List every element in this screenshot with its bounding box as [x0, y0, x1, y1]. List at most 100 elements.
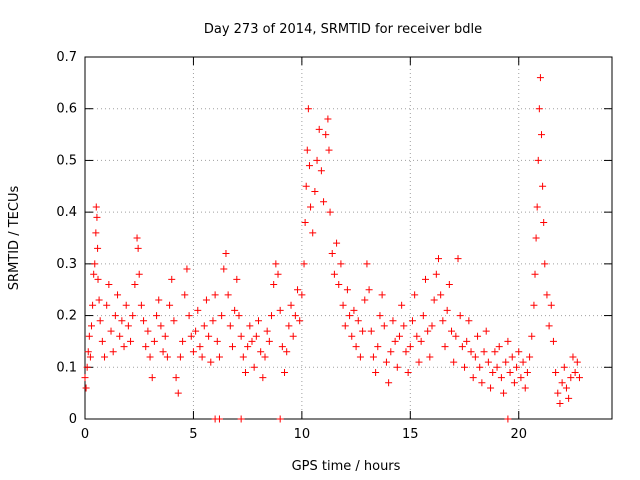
data-point: [363, 260, 371, 268]
data-point: [535, 105, 543, 113]
data-point: [90, 270, 98, 278]
data-point: [333, 239, 341, 247]
data-point: [285, 322, 293, 330]
data-point: [504, 415, 512, 423]
chart-title: Day 273 of 2014, SRMTID for receiver bdl…: [204, 22, 482, 37]
data-point: [374, 343, 382, 351]
data-point: [215, 353, 223, 361]
data-point: [526, 353, 534, 361]
data-point: [92, 203, 100, 211]
data-point: [209, 317, 217, 325]
data-point: [540, 218, 548, 226]
data-point: [421, 275, 429, 283]
data-point: [239, 353, 247, 361]
data-point: [166, 301, 174, 309]
data-point: [84, 348, 92, 356]
data-point: [194, 306, 202, 314]
data-point: [376, 312, 384, 320]
y-tick-label: 0.6: [56, 102, 77, 117]
data-point: [359, 327, 367, 335]
data-point: [94, 244, 102, 252]
data-point: [575, 374, 583, 382]
data-point: [426, 353, 434, 361]
data-point: [170, 317, 178, 325]
data-point: [519, 358, 527, 366]
data-point: [419, 312, 427, 320]
data-point: [192, 327, 200, 335]
data-point: [268, 312, 276, 320]
y-tick-label: 0.4: [56, 205, 77, 220]
data-point: [153, 312, 161, 320]
data-point: [82, 384, 90, 392]
data-point: [369, 353, 377, 361]
data-point: [207, 358, 215, 366]
data-point: [163, 353, 171, 361]
y-tick-label: 0.1: [56, 360, 77, 375]
data-point: [497, 374, 505, 382]
data-point: [552, 368, 560, 376]
data-point: [456, 312, 464, 320]
data-point: [439, 317, 447, 325]
data-point: [181, 291, 189, 299]
y-tick-label: 0.3: [56, 257, 77, 272]
data-point: [274, 270, 282, 278]
data-point: [276, 306, 284, 314]
data-point: [467, 348, 475, 356]
data-point: [114, 291, 122, 299]
data-point: [330, 270, 338, 278]
data-point: [222, 250, 230, 258]
data-point: [235, 312, 243, 320]
data-point: [116, 332, 124, 340]
data-point: [391, 337, 399, 345]
data-point: [500, 389, 508, 397]
data-point: [92, 229, 100, 237]
data-point: [315, 125, 323, 133]
data-point: [309, 229, 317, 237]
data-point: [226, 322, 234, 330]
data-point: [142, 343, 150, 351]
data-point: [533, 203, 541, 211]
data-point: [562, 384, 570, 392]
data-point: [415, 358, 423, 366]
data-point: [393, 363, 401, 371]
data-point: [148, 374, 156, 382]
data-point: [532, 234, 540, 242]
data-point: [246, 322, 254, 330]
data-point: [237, 332, 245, 340]
data-point: [187, 332, 195, 340]
data-point: [105, 281, 113, 289]
data-point: [287, 301, 295, 309]
data-point: [480, 348, 488, 356]
data-point: [356, 353, 364, 361]
data-point: [103, 301, 111, 309]
data-point: [361, 296, 369, 304]
data-point: [296, 317, 304, 325]
data-point: [211, 291, 219, 299]
data-point: [261, 353, 269, 361]
data-point: [83, 363, 91, 371]
data-point: [430, 296, 438, 304]
data-point: [305, 162, 313, 170]
data-point: [237, 415, 245, 423]
data-point: [161, 332, 169, 340]
data-point: [281, 368, 289, 376]
data-point: [389, 317, 397, 325]
data-point: [346, 312, 354, 320]
data-point: [538, 131, 546, 139]
data-point: [301, 218, 309, 226]
data-point: [283, 348, 291, 356]
data-point: [120, 343, 128, 351]
data-point: [272, 260, 280, 268]
data-point: [159, 348, 167, 356]
data-point: [302, 182, 310, 190]
data-point: [560, 363, 568, 371]
data-point: [554, 389, 562, 397]
y-tick-label: 0.5: [56, 153, 77, 168]
data-point: [539, 182, 547, 190]
data-point: [179, 337, 187, 345]
data-point: [417, 337, 425, 345]
data-point: [541, 260, 549, 268]
data-point: [547, 301, 555, 309]
x-tick-label: 20: [510, 427, 527, 442]
plot-frame: [84, 56, 613, 420]
